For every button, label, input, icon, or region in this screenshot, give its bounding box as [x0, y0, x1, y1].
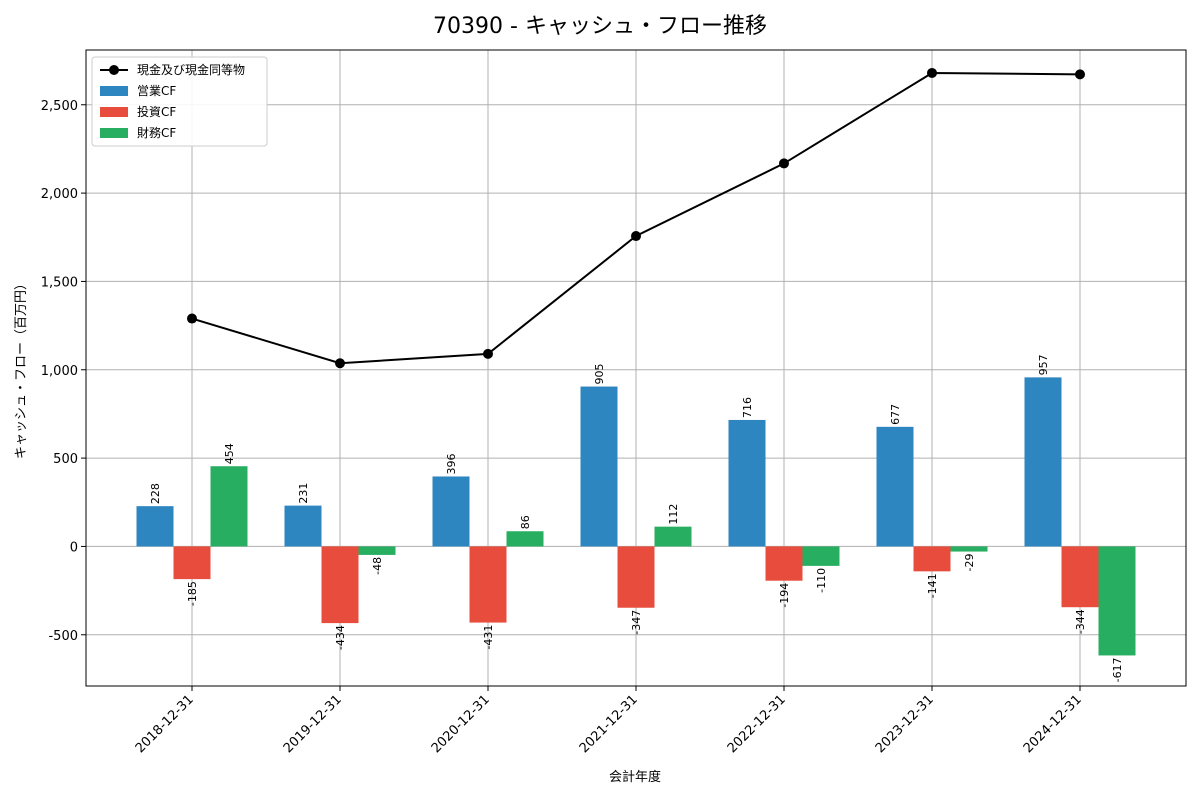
- bar-value-label: 228: [149, 483, 162, 504]
- y-tick-label: 0: [70, 540, 78, 555]
- x-tick-label: 2022-12-31: [725, 692, 789, 756]
- bar-value-label: 454: [223, 443, 236, 464]
- bar-財務CF-2021-12-31: [654, 526, 692, 547]
- cash-point-2020-12-31: [483, 348, 493, 359]
- bar-value-label: 396: [445, 453, 458, 474]
- bar-value-label: 957: [1037, 354, 1050, 375]
- cash-point-2021-12-31: [631, 231, 641, 242]
- bar-labels: 228 231 396 905 716 677 957 -185 -434 -431 -347 -19…: [149, 354, 1124, 682]
- cash-line: [187, 67, 1085, 369]
- bar-投資CF-2018-12-31: [173, 546, 211, 580]
- bar-営業CF-2021-12-31: [580, 386, 618, 547]
- legend-swatch: [100, 107, 128, 117]
- bar-value-label: -434: [334, 625, 347, 650]
- bar-営業CF-2020-12-31: [432, 476, 470, 547]
- bar-value-label: 112: [667, 504, 680, 525]
- legend-label: 財務CF: [137, 125, 176, 140]
- bar-財務CF-2019-12-31: [358, 546, 396, 555]
- bar-投資CF-2019-12-31: [321, 546, 359, 624]
- y-axis-title: キャッシュ・フロー（百万円）: [14, 277, 29, 459]
- bar-投資CF-2023-12-31: [913, 546, 951, 572]
- bar-value-label: -48: [371, 557, 384, 575]
- legend-swatch: [100, 128, 128, 138]
- bar-営業CF-2022-12-31: [728, 419, 766, 547]
- bar-value-label: -617: [1111, 657, 1124, 682]
- bar-value-label: -431: [482, 625, 495, 650]
- bar-投資CF-2024-12-31: [1061, 546, 1099, 608]
- bar-value-label: 677: [889, 404, 902, 425]
- x-tick-label: 2020-12-31: [429, 692, 493, 756]
- bar-value-label: 86: [519, 515, 532, 529]
- legend-label: 投資CF: [137, 104, 176, 119]
- cash-point-2019-12-31: [335, 358, 345, 369]
- bar-営業CF-2024-12-31: [1024, 377, 1062, 547]
- x-tick-label: 2019-12-31: [281, 692, 345, 756]
- legend-label: 営業CF: [137, 84, 176, 98]
- bar-value-label: 716: [741, 397, 754, 418]
- y-tick-label: -500: [48, 629, 78, 644]
- bar-value-label: 231: [297, 483, 310, 504]
- y-tick-label: 1,500: [41, 275, 78, 290]
- y-tick-label: 2,500: [41, 99, 78, 114]
- bar-財務CF-2024-12-31: [1098, 546, 1136, 656]
- bar-投資CF-2020-12-31: [469, 546, 507, 623]
- cash-point-2023-12-31: [927, 67, 937, 78]
- bar-財務CF-2023-12-31: [950, 546, 988, 552]
- chart-title: 70390 - キャッシュ・フロー推移: [433, 14, 767, 39]
- grid: [86, 50, 1186, 686]
- bar-value-label: -110: [815, 568, 828, 593]
- bar-営業CF-2023-12-31: [876, 426, 914, 547]
- bar-value-label: -185: [186, 581, 199, 606]
- y-tick-label: 500: [53, 452, 78, 467]
- bar-value-label: -344: [1074, 609, 1087, 634]
- legend-box: [91, 56, 268, 147]
- bar-value-label: -141: [926, 573, 939, 598]
- cash-point-2022-12-31: [779, 158, 789, 169]
- x-tick-label: 2023-12-31: [873, 692, 937, 756]
- bar-value-label: -347: [630, 610, 643, 635]
- bar-value-label: -29: [963, 554, 976, 572]
- bar-財務CF-2018-12-31: [210, 466, 248, 547]
- bar-value-label: 905: [593, 364, 606, 385]
- bar-営業CF-2018-12-31: [136, 506, 174, 547]
- cash-point-2024-12-31: [1075, 69, 1085, 80]
- bar-財務CF-2020-12-31: [506, 531, 544, 547]
- bar-投資CF-2021-12-31: [617, 546, 655, 608]
- y-tick-label: 1,000: [41, 364, 78, 379]
- bar-value-label: -194: [778, 583, 791, 608]
- x-tick-label: 2024-12-31: [1021, 692, 1085, 756]
- legend-label: 現金及び現金同等物: [137, 62, 245, 77]
- bars: [136, 377, 1136, 656]
- legend-swatch: [100, 86, 128, 96]
- legend-point-marker: [109, 65, 119, 75]
- x-tick-label: 2021-12-31: [577, 692, 641, 756]
- cash-point-2018-12-31: [187, 313, 197, 324]
- x-tick-label: 2018-12-31: [133, 692, 197, 756]
- y-tick-label: 2,000: [41, 187, 78, 202]
- bar-財務CF-2022-12-31: [802, 546, 840, 566]
- x-axis-title: 会計年度: [609, 769, 661, 785]
- bar-営業CF-2019-12-31: [284, 505, 322, 547]
- bar-投資CF-2022-12-31: [765, 546, 803, 581]
